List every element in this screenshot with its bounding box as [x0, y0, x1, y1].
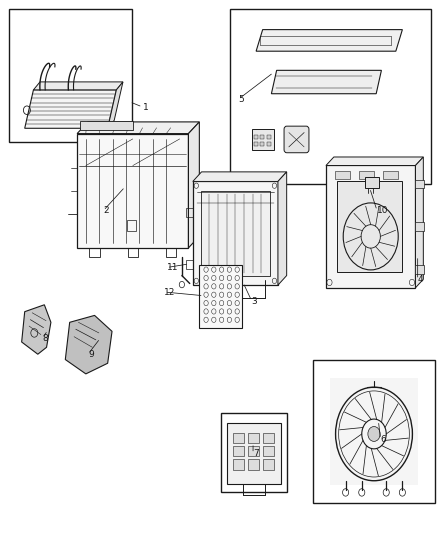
Text: 5: 5	[239, 94, 244, 103]
FancyBboxPatch shape	[284, 126, 309, 153]
Text: 9: 9	[88, 350, 94, 359]
Bar	[81, 120, 133, 130]
Bar	[186, 208, 193, 217]
Bar	[186, 260, 193, 269]
Bar	[267, 142, 271, 147]
Text: 4: 4	[418, 275, 423, 284]
Text: 6: 6	[381, 435, 386, 444]
Polygon shape	[77, 122, 199, 134]
Polygon shape	[33, 82, 123, 90]
Bar	[254, 135, 258, 140]
Bar	[335, 171, 350, 179]
Bar	[247, 459, 259, 470]
Circle shape	[368, 426, 380, 441]
Polygon shape	[25, 90, 117, 128]
Bar	[365, 177, 379, 188]
Bar	[127, 220, 136, 231]
Polygon shape	[193, 181, 278, 285]
Bar	[416, 222, 424, 231]
Polygon shape	[77, 134, 188, 248]
Bar	[359, 171, 374, 179]
Bar	[254, 142, 258, 147]
Text: 12: 12	[164, 287, 176, 296]
Bar	[230, 9, 431, 184]
Bar	[89, 248, 100, 257]
Polygon shape	[337, 181, 403, 272]
Polygon shape	[278, 172, 287, 285]
Text: 8: 8	[42, 334, 48, 343]
Bar	[233, 459, 244, 470]
Polygon shape	[193, 172, 287, 181]
Bar	[233, 433, 244, 443]
Polygon shape	[326, 157, 424, 165]
Text: 1: 1	[143, 102, 148, 111]
Polygon shape	[188, 122, 199, 248]
Polygon shape	[108, 82, 123, 128]
Bar	[263, 433, 275, 443]
Bar	[313, 360, 435, 503]
Polygon shape	[326, 165, 416, 288]
Text: 2: 2	[103, 206, 109, 215]
Text: 7: 7	[253, 449, 259, 458]
Bar	[330, 377, 418, 485]
Polygon shape	[65, 316, 112, 374]
Bar	[263, 446, 275, 456]
Bar	[263, 459, 275, 470]
Text: 3: 3	[252, 296, 258, 305]
Bar	[252, 130, 274, 150]
Bar	[247, 446, 259, 456]
Text: 11: 11	[166, 263, 178, 272]
Bar	[227, 423, 281, 484]
Bar	[221, 413, 287, 492]
Bar	[201, 191, 270, 276]
Bar	[199, 265, 242, 328]
Polygon shape	[256, 30, 403, 51]
Bar	[383, 171, 398, 179]
Bar	[261, 135, 265, 140]
Text: 10: 10	[377, 206, 389, 215]
Bar	[416, 265, 424, 273]
Bar	[166, 248, 176, 257]
Polygon shape	[416, 157, 424, 288]
Bar	[10, 9, 132, 142]
Polygon shape	[272, 70, 381, 94]
Bar	[261, 142, 265, 147]
Bar	[233, 446, 244, 456]
Bar	[127, 248, 138, 257]
Bar	[416, 180, 424, 188]
Polygon shape	[21, 305, 51, 354]
Bar	[247, 433, 259, 443]
Bar	[267, 135, 271, 140]
